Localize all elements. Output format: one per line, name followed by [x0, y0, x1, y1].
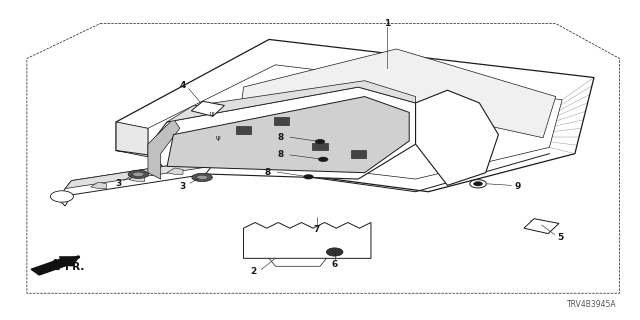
Polygon shape: [415, 90, 499, 185]
Text: 3: 3: [180, 182, 186, 191]
Circle shape: [315, 139, 325, 144]
Text: FR.: FR.: [65, 262, 84, 272]
Polygon shape: [237, 49, 556, 138]
Circle shape: [474, 181, 483, 186]
Polygon shape: [167, 97, 409, 173]
Text: ψ: ψ: [216, 135, 220, 141]
Polygon shape: [351, 150, 366, 158]
Text: 3: 3: [115, 179, 121, 188]
Polygon shape: [236, 126, 251, 134]
Circle shape: [318, 157, 328, 162]
Text: 8: 8: [277, 133, 284, 142]
Polygon shape: [128, 170, 148, 178]
Polygon shape: [91, 182, 106, 188]
Circle shape: [303, 174, 314, 179]
Text: 8: 8: [277, 150, 284, 159]
Polygon shape: [116, 122, 148, 157]
Polygon shape: [132, 172, 144, 177]
Text: ψ: ψ: [209, 111, 214, 117]
Polygon shape: [274, 117, 289, 125]
Text: 9: 9: [515, 181, 521, 190]
Polygon shape: [116, 39, 594, 192]
Polygon shape: [65, 160, 212, 188]
FancyArrow shape: [31, 257, 79, 275]
Text: 2: 2: [250, 267, 256, 276]
Polygon shape: [196, 175, 208, 180]
Circle shape: [51, 191, 74, 202]
Polygon shape: [148, 119, 180, 179]
Polygon shape: [148, 87, 415, 179]
Text: 4: 4: [180, 81, 186, 90]
Polygon shape: [167, 81, 415, 122]
Polygon shape: [59, 160, 212, 206]
Text: 8: 8: [264, 168, 271, 177]
Text: TRV4B3945A: TRV4B3945A: [566, 300, 616, 309]
Polygon shape: [191, 101, 225, 116]
Polygon shape: [269, 258, 326, 266]
Polygon shape: [192, 173, 212, 181]
Text: 5: 5: [557, 233, 563, 242]
Text: 6: 6: [332, 260, 338, 268]
Polygon shape: [167, 168, 183, 174]
Polygon shape: [312, 143, 328, 150]
Circle shape: [326, 248, 343, 256]
Polygon shape: [524, 219, 559, 234]
Polygon shape: [129, 175, 145, 181]
Circle shape: [470, 180, 486, 188]
Text: 1: 1: [384, 19, 390, 28]
Polygon shape: [244, 222, 371, 258]
Text: 7: 7: [314, 225, 320, 234]
Polygon shape: [148, 65, 562, 179]
